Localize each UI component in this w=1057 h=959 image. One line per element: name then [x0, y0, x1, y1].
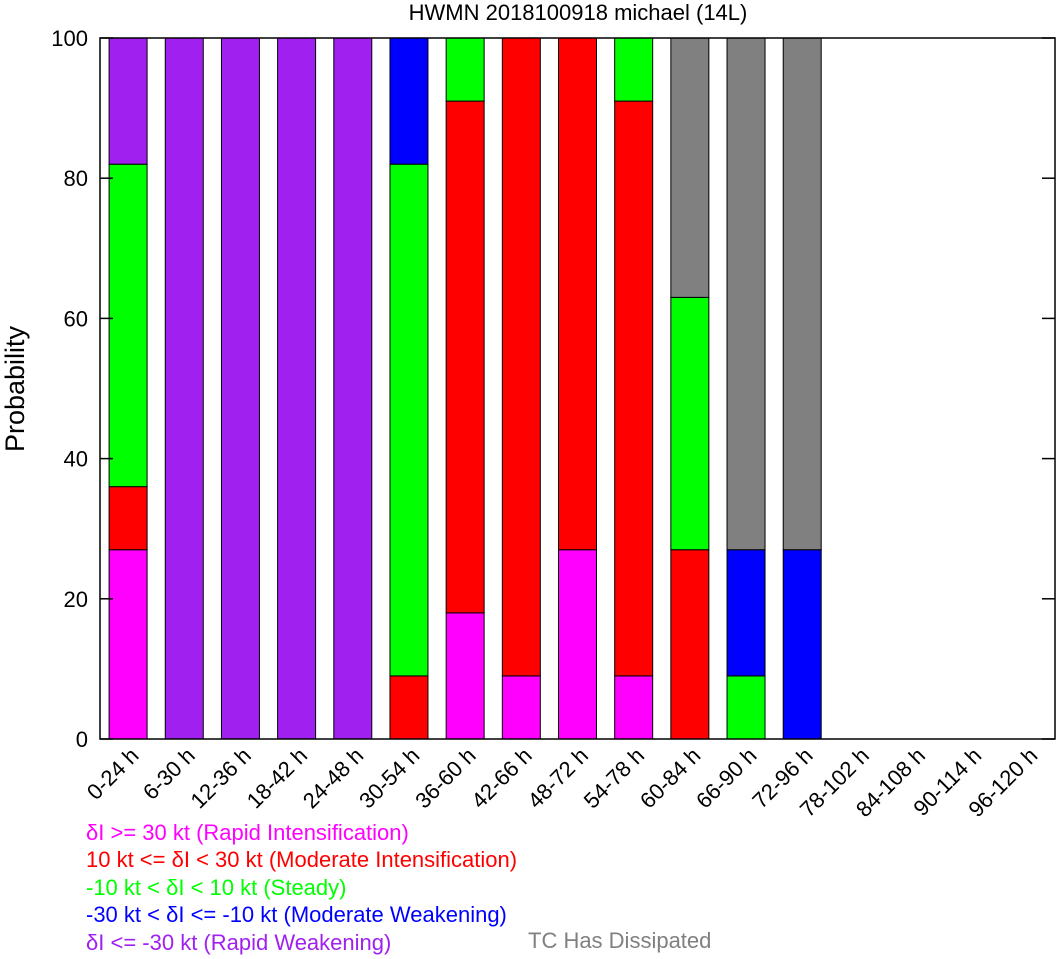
- bar-segment-0-24h-s1: [108, 486, 148, 551]
- bar-segment-72-96h-s5: [782, 37, 822, 551]
- y-tick-label: 60: [64, 306, 88, 331]
- bar-segment-30-54h-s3: [389, 37, 429, 165]
- bar-segment-42-66h-s1: [501, 37, 541, 677]
- legend-tc-dissipated: TC Has Dissipated: [528, 928, 712, 953]
- bar-segment-30-54h-s1: [389, 675, 429, 740]
- legend-steady: -10 kt < δI < 10 kt (Steady): [86, 874, 347, 900]
- x-tick-label: 12-36 h: [186, 743, 256, 813]
- bars-group: [108, 37, 1046, 740]
- x-tick-label: 18-42 h: [242, 743, 312, 813]
- y-tick-label: 40: [64, 447, 88, 472]
- legend: δI >= 30 kt (Rapid Intensification) 10 k…: [86, 819, 517, 956]
- x-tick-label: 30-54 h: [354, 743, 424, 813]
- plot-frame: [99, 37, 1056, 740]
- bar-segment-60-84h-s1: [670, 549, 710, 740]
- bar-segment-60-84h-s2: [670, 296, 710, 551]
- chart-title: HWMN 2018100918 michael (14L): [409, 0, 748, 25]
- bar-segment-36-60h-s1: [445, 100, 485, 614]
- bar-segment-48-72h-s1: [558, 37, 597, 551]
- legend-rapid-weakening: δI <= -30 kt (Rapid Weakening): [86, 929, 392, 955]
- x-tick-label: 0-24 h: [82, 743, 144, 805]
- bar-segment-36-60h-s2: [445, 37, 485, 102]
- bar-segment-54-78h-s0: [614, 675, 654, 740]
- y-tick-label: 100: [51, 26, 88, 51]
- bar-segment-42-66h-s0: [501, 675, 541, 740]
- x-tick-label: 42-66 h: [466, 743, 536, 813]
- bar-segment-0-24h-s0: [108, 549, 148, 740]
- legend-rapid-intensification: δI >= 30 kt (Rapid Intensification): [86, 820, 409, 845]
- bar-segment-36-60h-s0: [445, 612, 485, 740]
- x-tick-label: 60-84 h: [635, 743, 705, 813]
- bar-segment-30-54h-s2: [389, 163, 429, 677]
- bar-segment-48-72h-s0: [558, 549, 597, 740]
- bar-segment-54-78h-s1: [614, 100, 654, 677]
- legend-moderate-intensification: 10 kt <= δI < 30 kt (Moderate Intensific…: [86, 847, 518, 873]
- bar-segment-66-90h-s5: [726, 37, 766, 551]
- bar-segment-66-90h-s2: [726, 675, 766, 740]
- bar-segment-0-24h-s2: [108, 163, 148, 488]
- x-tick-label: 24-48 h: [298, 743, 368, 813]
- x-tick-label: 36-60 h: [410, 743, 480, 813]
- bar-segment-12-36h-s4: [220, 37, 260, 740]
- y-tick-label: 0: [76, 727, 88, 752]
- bar-segment-18-42h-s4: [277, 37, 317, 740]
- bar-segment-66-90h-s3: [726, 549, 766, 677]
- y-axis-label: Probability: [0, 325, 30, 452]
- x-tick-label: 54-78 h: [579, 743, 649, 813]
- y-tick-label: 20: [64, 587, 88, 612]
- y-tick-label: 80: [64, 166, 88, 191]
- x-tick-label: 66-90 h: [691, 743, 761, 813]
- x-tick-label: 48-72 h: [523, 743, 593, 813]
- bar-segment-72-96h-s3: [782, 549, 822, 740]
- bar-segment-60-84h-s5: [670, 37, 710, 298]
- bar-segment-6-30h-s4: [164, 37, 204, 740]
- bar-segment-54-78h-s2: [614, 37, 654, 102]
- legend-moderate-weakening: -30 kt < δI <= -10 kt (Moderate Weakenin…: [86, 902, 507, 928]
- bar-segment-24-48h-s4: [333, 37, 373, 740]
- bar-segment-0-24h-s4: [108, 37, 148, 165]
